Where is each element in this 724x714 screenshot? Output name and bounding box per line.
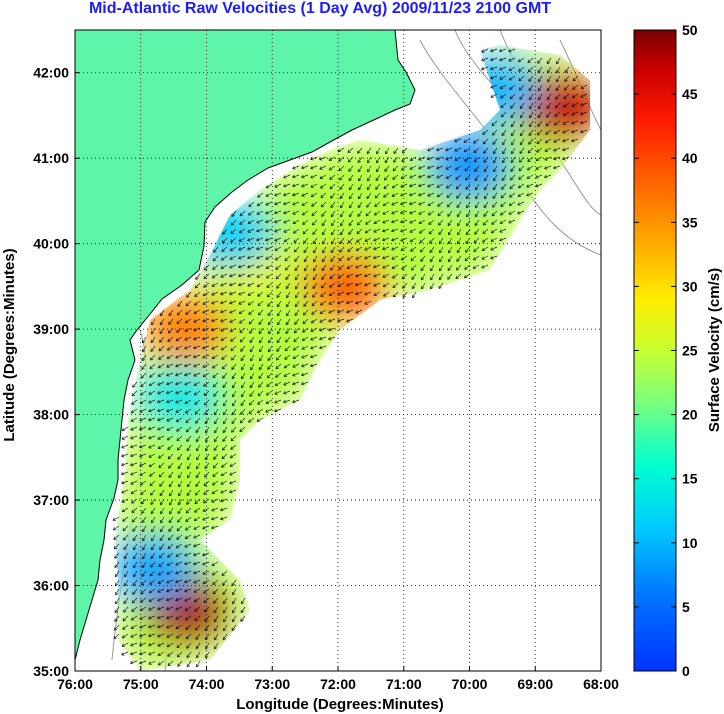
x-axis-label: Longitude (Degrees:Minutes) (236, 696, 444, 713)
colorbar-tick-label: 10 (682, 535, 698, 551)
lon-tick-label: 74:00 (189, 676, 225, 692)
lat-tick-label: 38:00 (33, 407, 69, 423)
colorbar-tick-label: 50 (682, 22, 698, 38)
lon-tick-label: 71:00 (386, 676, 422, 692)
coastline (75, 30, 416, 661)
lat-tick-label: 36:00 (33, 578, 69, 594)
lat-tick-label: 37:00 (33, 492, 69, 508)
lon-tick-label: 69:00 (517, 676, 553, 692)
colorbar-tick-label: 5 (682, 599, 690, 615)
y-axis-label: Latitude (Degrees:Minutes) (1, 248, 18, 441)
land-mass (75, 30, 415, 660)
lon-tick-label: 68:00 (583, 676, 619, 692)
colorbar-tick-label: 45 (682, 86, 698, 102)
grid-lines (75, 30, 601, 671)
chart-title: Mid-Atlantic Raw Velocities (1 Day Avg) … (88, 0, 552, 17)
longitude-ticks: 76:00 75:00 74:00 73:00 72:00 71:00 70:00 69:00… (57, 666, 619, 692)
lat-tick-label: 35:00 (33, 663, 69, 679)
colorbar-tick-label: 35 (682, 214, 698, 230)
lon-tick-label: 75:00 (123, 676, 159, 692)
colorbar-label: Surface Velocity (cm/s) (706, 268, 723, 432)
colorbar-ticks: 0 5 10 15 20 25 30 35 40 45 50 (634, 22, 698, 679)
colorbar (633, 29, 677, 672)
colorbar-tick-label: 25 (682, 343, 698, 359)
lat-tick-label: 40:00 (33, 236, 69, 252)
lat-tick-label: 39:00 (33, 321, 69, 337)
lon-tick-label: 73:00 (254, 676, 290, 692)
colorbar-tick-label: 30 (682, 278, 698, 294)
colorbar-tick-label: 40 (682, 150, 698, 166)
lon-tick-label: 72:00 (320, 676, 356, 692)
lon-tick-label: 76:00 (57, 676, 93, 692)
lat-tick-label: 41:00 (33, 150, 69, 166)
latitude-ticks: 42:00 41:00 40:00 39:00 38:00 37:00 36:00 35:00 (33, 65, 80, 679)
colorbar-tick-label: 0 (682, 663, 690, 679)
velocity-vectors (112, 48, 588, 668)
lat-tick-label: 42:00 (33, 65, 69, 81)
colorbar-tick-label: 20 (682, 407, 698, 423)
colorbar-tick-label: 15 (682, 471, 698, 487)
lon-tick-label: 70:00 (452, 676, 488, 692)
